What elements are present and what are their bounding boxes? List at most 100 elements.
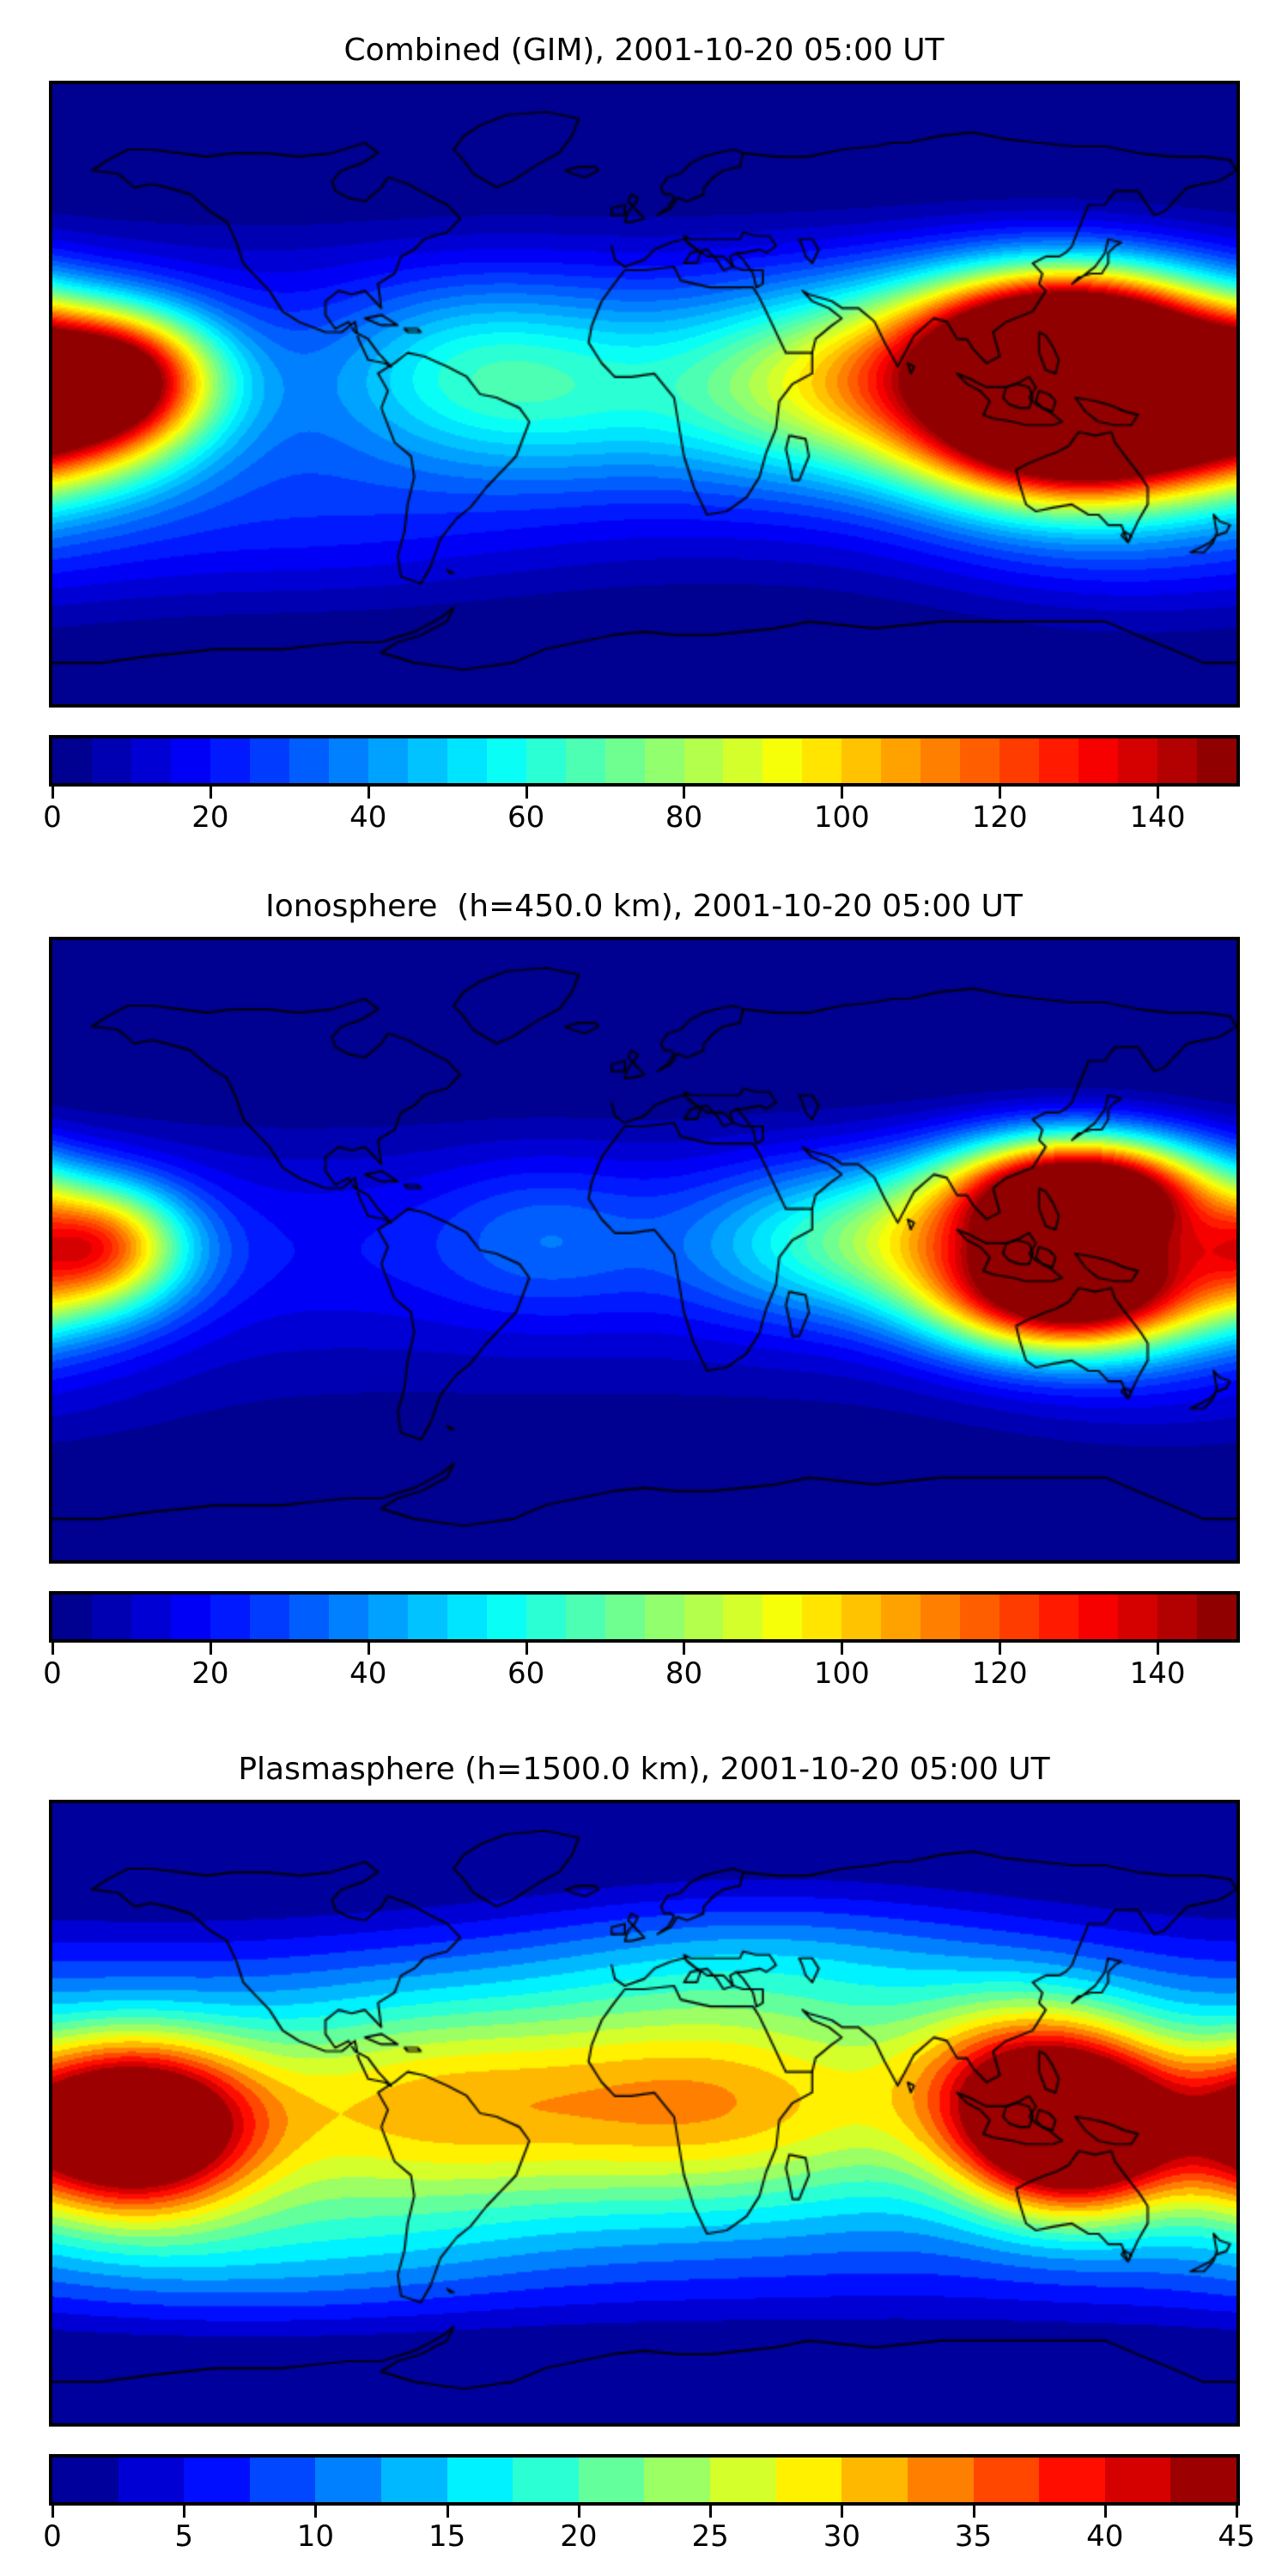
colorbar-tick-label: 60 [507, 800, 545, 835]
colorbar-tick [525, 1643, 528, 1655]
colorbar-segment [644, 738, 684, 783]
colorbar-tick-label: 40 [349, 1656, 387, 1691]
panel-title-combined: Combined (GIM), 2001-10-20 05:00 UT [343, 33, 945, 68]
colorbar-segment [605, 738, 645, 783]
colorbar-segment [486, 738, 526, 783]
colorbar-segment [526, 738, 566, 783]
colorbar-segment [368, 1595, 408, 1639]
colorbar-segment [973, 2458, 1040, 2502]
colorbar-segment [526, 1595, 566, 1639]
colorbar-tick [314, 2506, 318, 2518]
colorbar-tick-label: 20 [560, 2519, 598, 2554]
colorbar-segment [381, 2458, 447, 2502]
colorbar-tick [52, 1643, 54, 1655]
colorbar-segment [881, 738, 921, 783]
colorbar-gradient-combined [49, 735, 1240, 787]
colorbar-ticks-combined [49, 787, 1240, 800]
colorbar-tick [972, 2506, 975, 2518]
colorbar-segment [170, 1595, 210, 1639]
colorbar-tick [1157, 1643, 1160, 1655]
colorbar-segment [328, 738, 368, 783]
map-canvas-plasmasphere [52, 1803, 1236, 2423]
colorbar-tick [683, 1643, 686, 1655]
colorbar-tick-label: 20 [191, 800, 229, 835]
colorbar-segment [210, 1595, 250, 1639]
colorbar-segment [960, 1595, 1000, 1639]
colorbar-ionosphere: 0 20 40 60 80 100 120 140 [43, 1591, 1240, 1696]
colorbar-tick-label: 45 [1218, 2519, 1255, 2554]
colorbar-segment [447, 1595, 487, 1639]
colorbar-segment [91, 1595, 131, 1639]
colorbar-segment [683, 1595, 724, 1639]
colorbar-tick [841, 787, 844, 799]
colorbar-tick-label: 25 [691, 2519, 729, 2554]
colorbar-segment [578, 2458, 645, 2502]
colorbar-segment [802, 1595, 842, 1639]
colorbar-segment [1039, 738, 1079, 783]
colorbar-tick [367, 787, 370, 799]
colorbar-gradient-ionosphere [49, 1591, 1240, 1643]
colorbar-segment [907, 2458, 974, 2502]
colorbar-tick [841, 1643, 844, 1655]
colorbar-tick [525, 787, 528, 799]
colorbar-segment [723, 738, 763, 783]
colorbar-tick-label: 120 [971, 800, 1028, 835]
colorbar-segment [289, 1595, 329, 1639]
colorbar-segment [710, 2458, 776, 2502]
colorbar-segment [1170, 2458, 1236, 2502]
colorbar-tick-label: 20 [191, 1656, 229, 1691]
colorbar-segment [762, 738, 803, 783]
colorbar-segment [644, 1595, 684, 1639]
colorbar-segment [1104, 2458, 1171, 2502]
panel-title-plasmasphere: Plasmasphere (h=1500.0 km), 2001-10-20 0… [238, 1752, 1050, 1787]
colorbar-segment [841, 2458, 908, 2502]
colorbar-segment [1078, 1595, 1119, 1639]
colorbar-tick-label: 80 [665, 1656, 703, 1691]
colorbar-tick-label: 60 [507, 1656, 545, 1691]
colorbar-combined: 0 20 40 60 80 100 120 140 [43, 735, 1240, 840]
colorbar-ticks-plasmasphere [49, 2506, 1240, 2519]
colorbar-segment [1157, 738, 1198, 783]
colorbar-segment [210, 738, 250, 783]
colorbar-segment [565, 738, 605, 783]
colorbar-segment [775, 2458, 842, 2502]
colorbar-segment [407, 738, 447, 783]
colorbar-tick-label: 0 [43, 800, 62, 835]
colorbar-segment [52, 738, 92, 783]
colorbar-segment [486, 1595, 526, 1639]
colorbar-tick-label: 80 [665, 800, 703, 835]
colorbar-segment [1118, 1595, 1158, 1639]
colorbar-segment [999, 738, 1040, 783]
colorbar-tick [1236, 2506, 1238, 2518]
colorbar-segment [447, 2458, 513, 2502]
colorbar-tick [446, 2506, 449, 2518]
colorbar-tick [209, 787, 212, 799]
colorbar-segment [683, 738, 724, 783]
colorbar-segment [1039, 1595, 1079, 1639]
colorbar-tick [999, 787, 1002, 799]
colorbar-tick [367, 1643, 370, 1655]
colorbar-segment [289, 738, 329, 783]
colorbar-tick [841, 2506, 844, 2518]
colorbar-tick [683, 787, 686, 799]
colorbar-segment [131, 738, 171, 783]
colorbar-tick-label: 40 [349, 800, 387, 835]
colorbar-segment [328, 1595, 368, 1639]
colorbar-segment [1157, 1595, 1198, 1639]
colorbar-tick-label: 0 [43, 1656, 62, 1691]
colorbar-segment [960, 738, 1000, 783]
colorbar-segment [315, 2458, 382, 2502]
colorbar-segment [999, 1595, 1040, 1639]
colorbar-tick-label: 5 [174, 2519, 194, 2554]
colorbar-labels-plasmasphere: 0 5 10 15 20 25 30 35 40 45 [43, 2519, 1255, 2559]
colorbar-tick [577, 2506, 580, 2518]
colorbar-segment [447, 738, 487, 783]
colorbar-segment [184, 2458, 250, 2502]
colorbar-segment [1078, 738, 1119, 783]
map-canvas-ionosphere [52, 940, 1236, 1560]
colorbar-segment [131, 1595, 171, 1639]
colorbar-segment [565, 1595, 605, 1639]
colorbar-tick-label: 10 [296, 2519, 335, 2554]
colorbar-tick [999, 1643, 1002, 1655]
colorbar-segment [249, 1595, 289, 1639]
